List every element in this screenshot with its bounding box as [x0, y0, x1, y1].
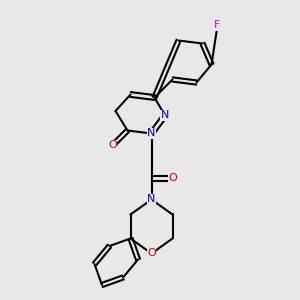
Text: O: O	[168, 173, 177, 184]
Text: O: O	[147, 248, 156, 259]
Text: O: O	[108, 140, 117, 151]
Text: F: F	[214, 20, 221, 31]
Text: N: N	[147, 128, 156, 139]
Text: N: N	[147, 194, 156, 205]
Text: N: N	[161, 110, 169, 121]
